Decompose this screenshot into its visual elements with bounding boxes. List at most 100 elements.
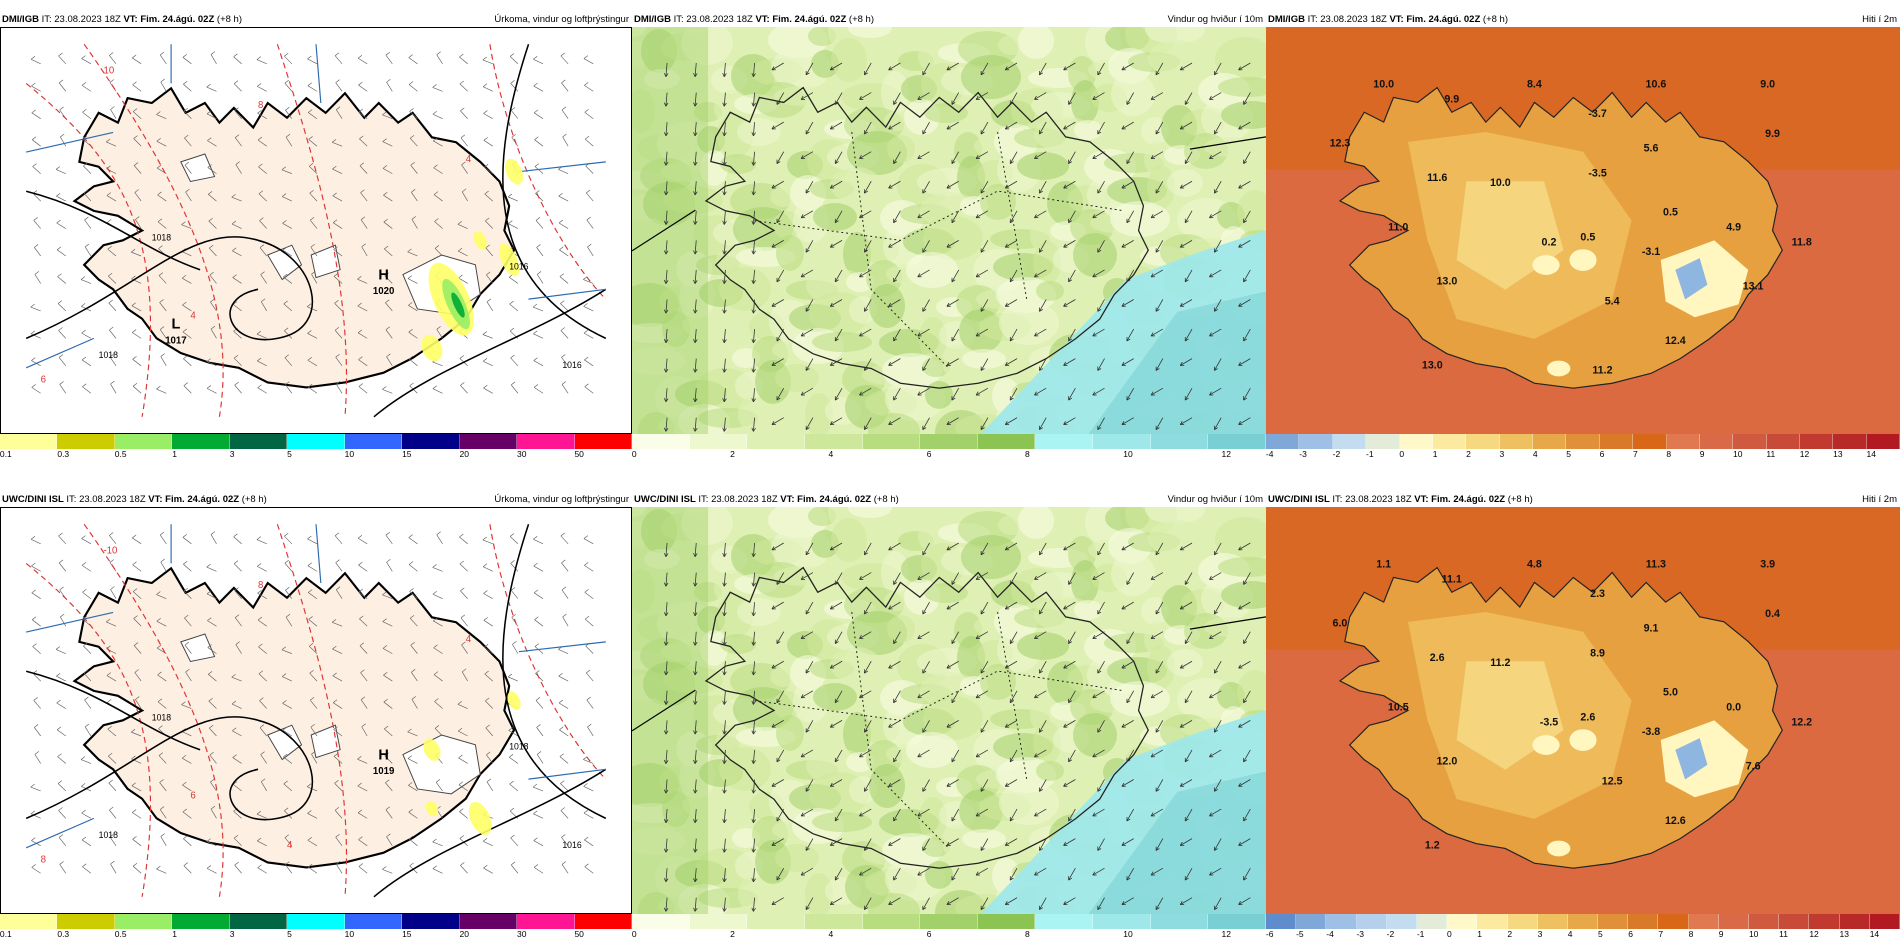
isobar-label: 1016 bbox=[562, 840, 581, 850]
lead-time: (+8 h) bbox=[1507, 494, 1533, 505]
colorbar-swatch bbox=[1766, 434, 1800, 449]
colorbar-tick-label: 5 bbox=[1597, 929, 1603, 939]
colorbar-tick-label: -5 bbox=[1296, 929, 1304, 939]
temp-value-label: 7.6 bbox=[1746, 761, 1761, 773]
colorbar-swatch bbox=[1533, 434, 1567, 449]
colorbar bbox=[632, 434, 1267, 452]
init-time: 23.08.2023 18Z bbox=[686, 14, 753, 25]
colorbar-swatch bbox=[1598, 914, 1629, 929]
colorbar-tick-label: 6 bbox=[926, 929, 932, 939]
colorbar-tick-label: 7 bbox=[1658, 929, 1664, 939]
temp-value-label: 10.6 bbox=[1646, 79, 1667, 91]
colorbar-swatch bbox=[747, 914, 805, 929]
temp-value-label: 12.6 bbox=[1665, 815, 1686, 827]
colorbar-swatch bbox=[287, 434, 345, 449]
colorbar-swatch bbox=[1366, 434, 1400, 449]
temp-value-label: -3.8 bbox=[1642, 726, 1660, 738]
colorbar-swatch bbox=[1386, 914, 1417, 929]
vt-label: VT: bbox=[1414, 494, 1429, 505]
colorbar-tick-label: 4 bbox=[1567, 929, 1573, 939]
lead-time: (+8 h) bbox=[1482, 14, 1509, 25]
colorbar-tick-label: -1 bbox=[1416, 929, 1425, 939]
map-area[interactable] bbox=[632, 507, 1266, 914]
temp-value-label: -3.5 bbox=[1540, 716, 1558, 728]
colorbar-tick-label: 0 bbox=[631, 929, 637, 939]
temp-value-label: 11.3 bbox=[1646, 559, 1666, 571]
colorbar-swatch bbox=[574, 914, 632, 929]
colorbar-swatch bbox=[862, 914, 921, 929]
temp-contour-label: 8 bbox=[258, 580, 263, 591]
map-canvas: H 1019 1018 1018 1018 1016 -10 8 8 6 4 4 bbox=[1, 508, 631, 913]
it-label: IT: bbox=[1332, 494, 1343, 505]
colorbar-swatch bbox=[1866, 434, 1900, 449]
pressure-center-symbol: H bbox=[378, 747, 388, 763]
vt-label: VT: bbox=[780, 494, 795, 505]
colorbar-tick-label: 10 bbox=[344, 929, 355, 939]
colorbar-tick-label: 50 bbox=[574, 449, 584, 459]
temp-value-label: 13.0 bbox=[1422, 359, 1443, 371]
isobar-label: 1018 bbox=[152, 712, 171, 722]
temp-value-label: 9.9 bbox=[1444, 93, 1459, 105]
colorbar-swatch bbox=[747, 434, 805, 449]
panel-uwc-temp: UWC/DINI ISL IT: 23.08.2023 18Z VT: Fim.… bbox=[1266, 492, 1900, 942]
colorbar-tick-label: 2 bbox=[730, 929, 735, 939]
colorbar-tick-label: 3 bbox=[229, 449, 235, 459]
map-area[interactable]: 10.0 9.9 8.4 10.6 9.0 12.3 -3.7 9.9 5.6 11.6 -3.5 1… bbox=[1266, 27, 1900, 434]
colorbar-tick-label: -2 bbox=[1386, 929, 1395, 939]
temp-contour-label: 4 bbox=[466, 154, 472, 165]
map-area[interactable]: H 1020 L 1017 1018 1016 1018 1016 10 8 6 4 4 bbox=[0, 27, 632, 434]
colorbar-swatch bbox=[977, 914, 1036, 929]
colorbar-tick-label: 13 bbox=[1833, 449, 1843, 459]
panel-title: Vindur og hviður í 10m bbox=[1167, 14, 1263, 25]
temp-value-label: 12.2 bbox=[1791, 716, 1812, 728]
colorbar-tick-label: 30 bbox=[516, 929, 527, 939]
colorbar-swatch bbox=[229, 434, 288, 449]
map-area[interactable]: H 1019 1018 1018 1018 1016 -10 8 8 6 4 4 bbox=[0, 507, 632, 914]
colorbar-swatch bbox=[632, 914, 690, 929]
colorbar-tick-label: 12 bbox=[1221, 929, 1231, 939]
valid-time: Fim. 24.ágú. 02Z bbox=[1406, 14, 1481, 25]
colorbar-swatch bbox=[920, 914, 978, 929]
init-time: 23.08.2023 18Z bbox=[1320, 14, 1387, 25]
colorbar-tick-label: 0 bbox=[1399, 449, 1405, 459]
colorbar-swatch bbox=[402, 434, 460, 449]
colorbar-swatch bbox=[1035, 914, 1094, 929]
temp-value-label: 12.5 bbox=[1602, 775, 1623, 787]
isobar-label: 1018 bbox=[99, 350, 118, 360]
temp-value-label: 10.5 bbox=[1388, 701, 1409, 713]
panel-header: DMI/IGB IT: 23.08.2023 18Z VT: Fim. 24.á… bbox=[1266, 12, 1900, 27]
colorbar-tick-label: 8 bbox=[1688, 929, 1694, 939]
temp-value-label: 13.0 bbox=[1437, 276, 1458, 288]
colorbar-swatch bbox=[1035, 434, 1094, 449]
pressure-center-symbol: H bbox=[378, 267, 388, 283]
colorbar-tick-label: 10 bbox=[1123, 449, 1133, 459]
colorbar-swatch bbox=[344, 434, 403, 449]
isobar-label: 1018 bbox=[509, 742, 528, 752]
colorbar-swatch bbox=[1633, 434, 1667, 449]
temp-value-label: 11.2 bbox=[1490, 657, 1510, 669]
valid-time: Fim. 24.ágú. 02Z bbox=[1431, 494, 1506, 505]
panel-title: Hiti í 2m bbox=[1862, 494, 1897, 505]
colorbar-swatch bbox=[0, 914, 58, 929]
map-area[interactable]: 1.1 11.1 4.8 11.3 3.9 6.0 2.3 0.4 9.1 2.6 8.9 11.2 5… bbox=[1266, 507, 1900, 914]
temp-contour-label: 6 bbox=[190, 791, 195, 802]
model-name: UWC/DINI ISL bbox=[2, 494, 64, 505]
colorbar-swatch bbox=[574, 434, 632, 449]
panel-dmi-precip: DMI/IGB IT: 23.08.2023 18Z VT: Fim. 24.á… bbox=[0, 12, 632, 462]
colorbar-tick-label: 13 bbox=[1839, 929, 1849, 939]
it-label: IT: bbox=[41, 14, 52, 25]
valid-time: Fim. 24.ágú. 02Z bbox=[140, 14, 215, 25]
temp-value-label: 5.6 bbox=[1644, 143, 1659, 155]
colorbar-swatch bbox=[689, 434, 748, 449]
pressure-center-value: 1020 bbox=[373, 286, 394, 297]
model-name: DMI/IGB bbox=[2, 14, 39, 25]
map-canvas: 1.1 11.1 4.8 11.3 3.9 6.0 2.3 0.4 9.1 2.6 8.9 11.2 5… bbox=[1266, 507, 1900, 914]
colorbar-swatch bbox=[1093, 914, 1151, 929]
isobar-label: 1016 bbox=[509, 262, 528, 272]
panel-title: Úrkoma, vindur og loftþrýstingur bbox=[494, 494, 629, 505]
map-area[interactable] bbox=[632, 27, 1266, 434]
colorbar-tick-label: 5 bbox=[287, 929, 292, 939]
it-label: IT: bbox=[673, 14, 684, 25]
temp-contour-label: 4 bbox=[287, 840, 293, 851]
panel-uwc-wind: UWC/DINI ISL IT: 23.08.2023 18Z VT: Fim.… bbox=[631, 492, 1267, 942]
